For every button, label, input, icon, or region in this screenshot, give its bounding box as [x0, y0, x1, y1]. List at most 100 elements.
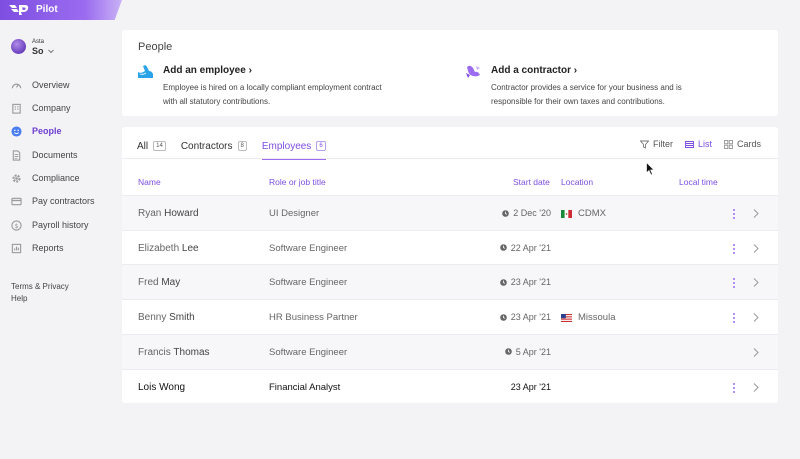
table-row[interactable]: Francis Thomas Software Engineer 5 Apr '21 — [122, 334, 778, 369]
sidebar-item-label: Overview — [32, 80, 70, 90]
sidebar-item-compliance[interactable]: Compliance — [11, 170, 111, 186]
employee-name[interactable]: Lois Wong — [138, 382, 185, 393]
sidebar-item-label: Compliance — [32, 173, 80, 183]
employee-name[interactable]: Ryan Howard — [138, 208, 199, 219]
gauge-icon — [11, 80, 22, 91]
page-title: People — [138, 41, 172, 53]
add-contractor-description: Contractor provides a service for your b… — [491, 81, 706, 109]
mouse-cursor-icon — [646, 162, 655, 176]
employee-role: Software Engineer — [269, 243, 347, 254]
employee-name[interactable]: Benny Smith — [138, 312, 195, 323]
people-table-card: All 14 Contractors 8 Employees 6 Filter Lis… — [122, 127, 778, 403]
pilot-logo-icon — [8, 3, 30, 17]
add-employee-link[interactable]: Add an employee › — [163, 65, 252, 76]
brand-name: Pilot — [36, 4, 58, 15]
employee-location: CDMX — [561, 208, 606, 219]
sidebar-item-label: Reports — [32, 243, 64, 253]
building-icon — [11, 103, 22, 114]
people-header-card: People Add an employee › Employee is hir… — [122, 30, 778, 116]
avatar — [11, 39, 26, 54]
employee-start-date: 23 Apr '21 — [500, 277, 551, 287]
sidebar-item-label: Documents — [32, 150, 78, 160]
grid-icon — [724, 140, 733, 149]
tab-count: 6 — [316, 141, 325, 151]
table-row[interactable]: Fred May Software Engineer 23 Apr '21 — [122, 264, 778, 299]
gear-icon — [11, 173, 22, 184]
tab-employees[interactable]: Employees 6 — [262, 141, 326, 152]
svg-text:$: $ — [14, 221, 18, 229]
employee-role: HR Business Partner — [269, 312, 358, 323]
employee-role: Financial Analyst — [269, 382, 340, 393]
card-icon — [11, 196, 22, 207]
employee-start-date: 23 Apr '21 — [500, 312, 551, 322]
employee-name[interactable]: Fred May — [138, 277, 180, 288]
chevron-right-icon[interactable] — [752, 208, 760, 219]
col-header-role[interactable]: Role or job title — [269, 177, 326, 187]
sidebar-item-label: People — [32, 126, 62, 136]
table-row[interactable]: Lois Wong Financial Analyst 23 Apr '21 — [122, 369, 778, 404]
list-view-button[interactable]: List — [685, 139, 712, 149]
sidebar-item-overview[interactable]: Overview — [11, 77, 111, 93]
filter-icon — [640, 140, 649, 149]
terms-link[interactable]: Terms & Privacy — [11, 281, 69, 293]
sidebar-item-people[interactable]: People — [11, 123, 111, 139]
more-options-icon[interactable] — [730, 277, 738, 289]
tab-contractors[interactable]: Contractors 8 — [181, 141, 247, 152]
employee-role: Software Engineer — [269, 277, 347, 288]
sidebar-item-label: Payroll history — [32, 220, 89, 230]
col-header-start-date[interactable]: Start date — [513, 177, 550, 187]
user-name: So — [32, 46, 44, 56]
table-row[interactable]: Benny Smith HR Business Partner 23 Apr '21… — [122, 299, 778, 334]
chevron-right-icon[interactable] — [752, 243, 760, 254]
view-toolbar: Filter List Cards — [628, 139, 761, 149]
contractor-icon — [465, 63, 482, 80]
filter-button[interactable]: Filter — [640, 139, 673, 149]
tab-count: 8 — [238, 141, 247, 151]
sidebar-item-pay-contractors[interactable]: Pay contractors — [11, 193, 111, 209]
employee-start-date: 2 Dec '20 — [502, 208, 551, 218]
footer-links: Terms & Privacy Help — [11, 281, 69, 305]
sidebar-item-documents[interactable]: Documents — [11, 147, 111, 163]
sidebar-item-reports[interactable]: Reports — [11, 240, 111, 256]
chevron-right-icon[interactable] — [752, 312, 760, 323]
sidebar-item-payroll-history[interactable]: $ Payroll history — [11, 217, 111, 233]
employee-name[interactable]: Elizabeth Lee — [138, 243, 199, 254]
sidebar: Pilot Asta So Overview Company People Do… — [0, 0, 110, 459]
reports-icon — [11, 243, 22, 254]
employee-role: UI Designer — [269, 208, 319, 219]
employee-role: Software Engineer — [269, 347, 347, 358]
help-link[interactable]: Help — [11, 293, 69, 305]
sidebar-item-label: Pay contractors — [32, 196, 95, 206]
tab-count: 14 — [153, 141, 166, 151]
employee-start-date: 5 Apr '21 — [505, 347, 551, 357]
add-contractor-link[interactable]: Add a contractor › — [491, 65, 577, 76]
employee-name[interactable]: Francis Thomas — [138, 347, 210, 358]
more-options-icon[interactable] — [730, 312, 738, 324]
dollar-icon: $ — [11, 220, 22, 231]
more-options-icon[interactable] — [730, 243, 738, 255]
document-icon — [11, 150, 22, 161]
usa-flag-icon — [561, 314, 572, 322]
chevron-right-icon[interactable] — [752, 382, 760, 393]
more-options-icon[interactable] — [730, 208, 738, 220]
col-header-location[interactable]: Location — [561, 177, 593, 187]
col-header-local-time[interactable]: Local time — [679, 177, 718, 187]
sidebar-item-label: Company — [32, 103, 71, 113]
chevron-down-icon — [47, 47, 55, 55]
clock-icon — [500, 244, 507, 251]
add-employee-description: Employee is hired on a locally compliant… — [163, 81, 383, 109]
brand-bar[interactable]: Pilot — [0, 0, 122, 20]
employee-start-date: 23 Apr '21 — [511, 382, 551, 392]
cards-view-button[interactable]: Cards — [724, 139, 761, 149]
mexico-flag-icon — [561, 210, 572, 218]
tab-bar: All 14 Contractors 8 Employees 6 — [137, 139, 341, 153]
tab-all[interactable]: All 14 — [137, 141, 166, 152]
chevron-right-icon[interactable] — [752, 347, 760, 358]
more-options-icon[interactable] — [730, 382, 738, 394]
chevron-right-icon[interactable] — [752, 277, 760, 288]
table-row[interactable]: Elizabeth Lee Software Engineer 22 Apr '21 — [122, 230, 778, 265]
table-row[interactable]: Ryan Howard UI Designer 2 Dec '20 CDMX — [122, 195, 778, 230]
clock-icon — [500, 279, 507, 286]
sidebar-item-company[interactable]: Company — [11, 100, 111, 116]
col-header-name[interactable]: Name — [138, 177, 161, 187]
